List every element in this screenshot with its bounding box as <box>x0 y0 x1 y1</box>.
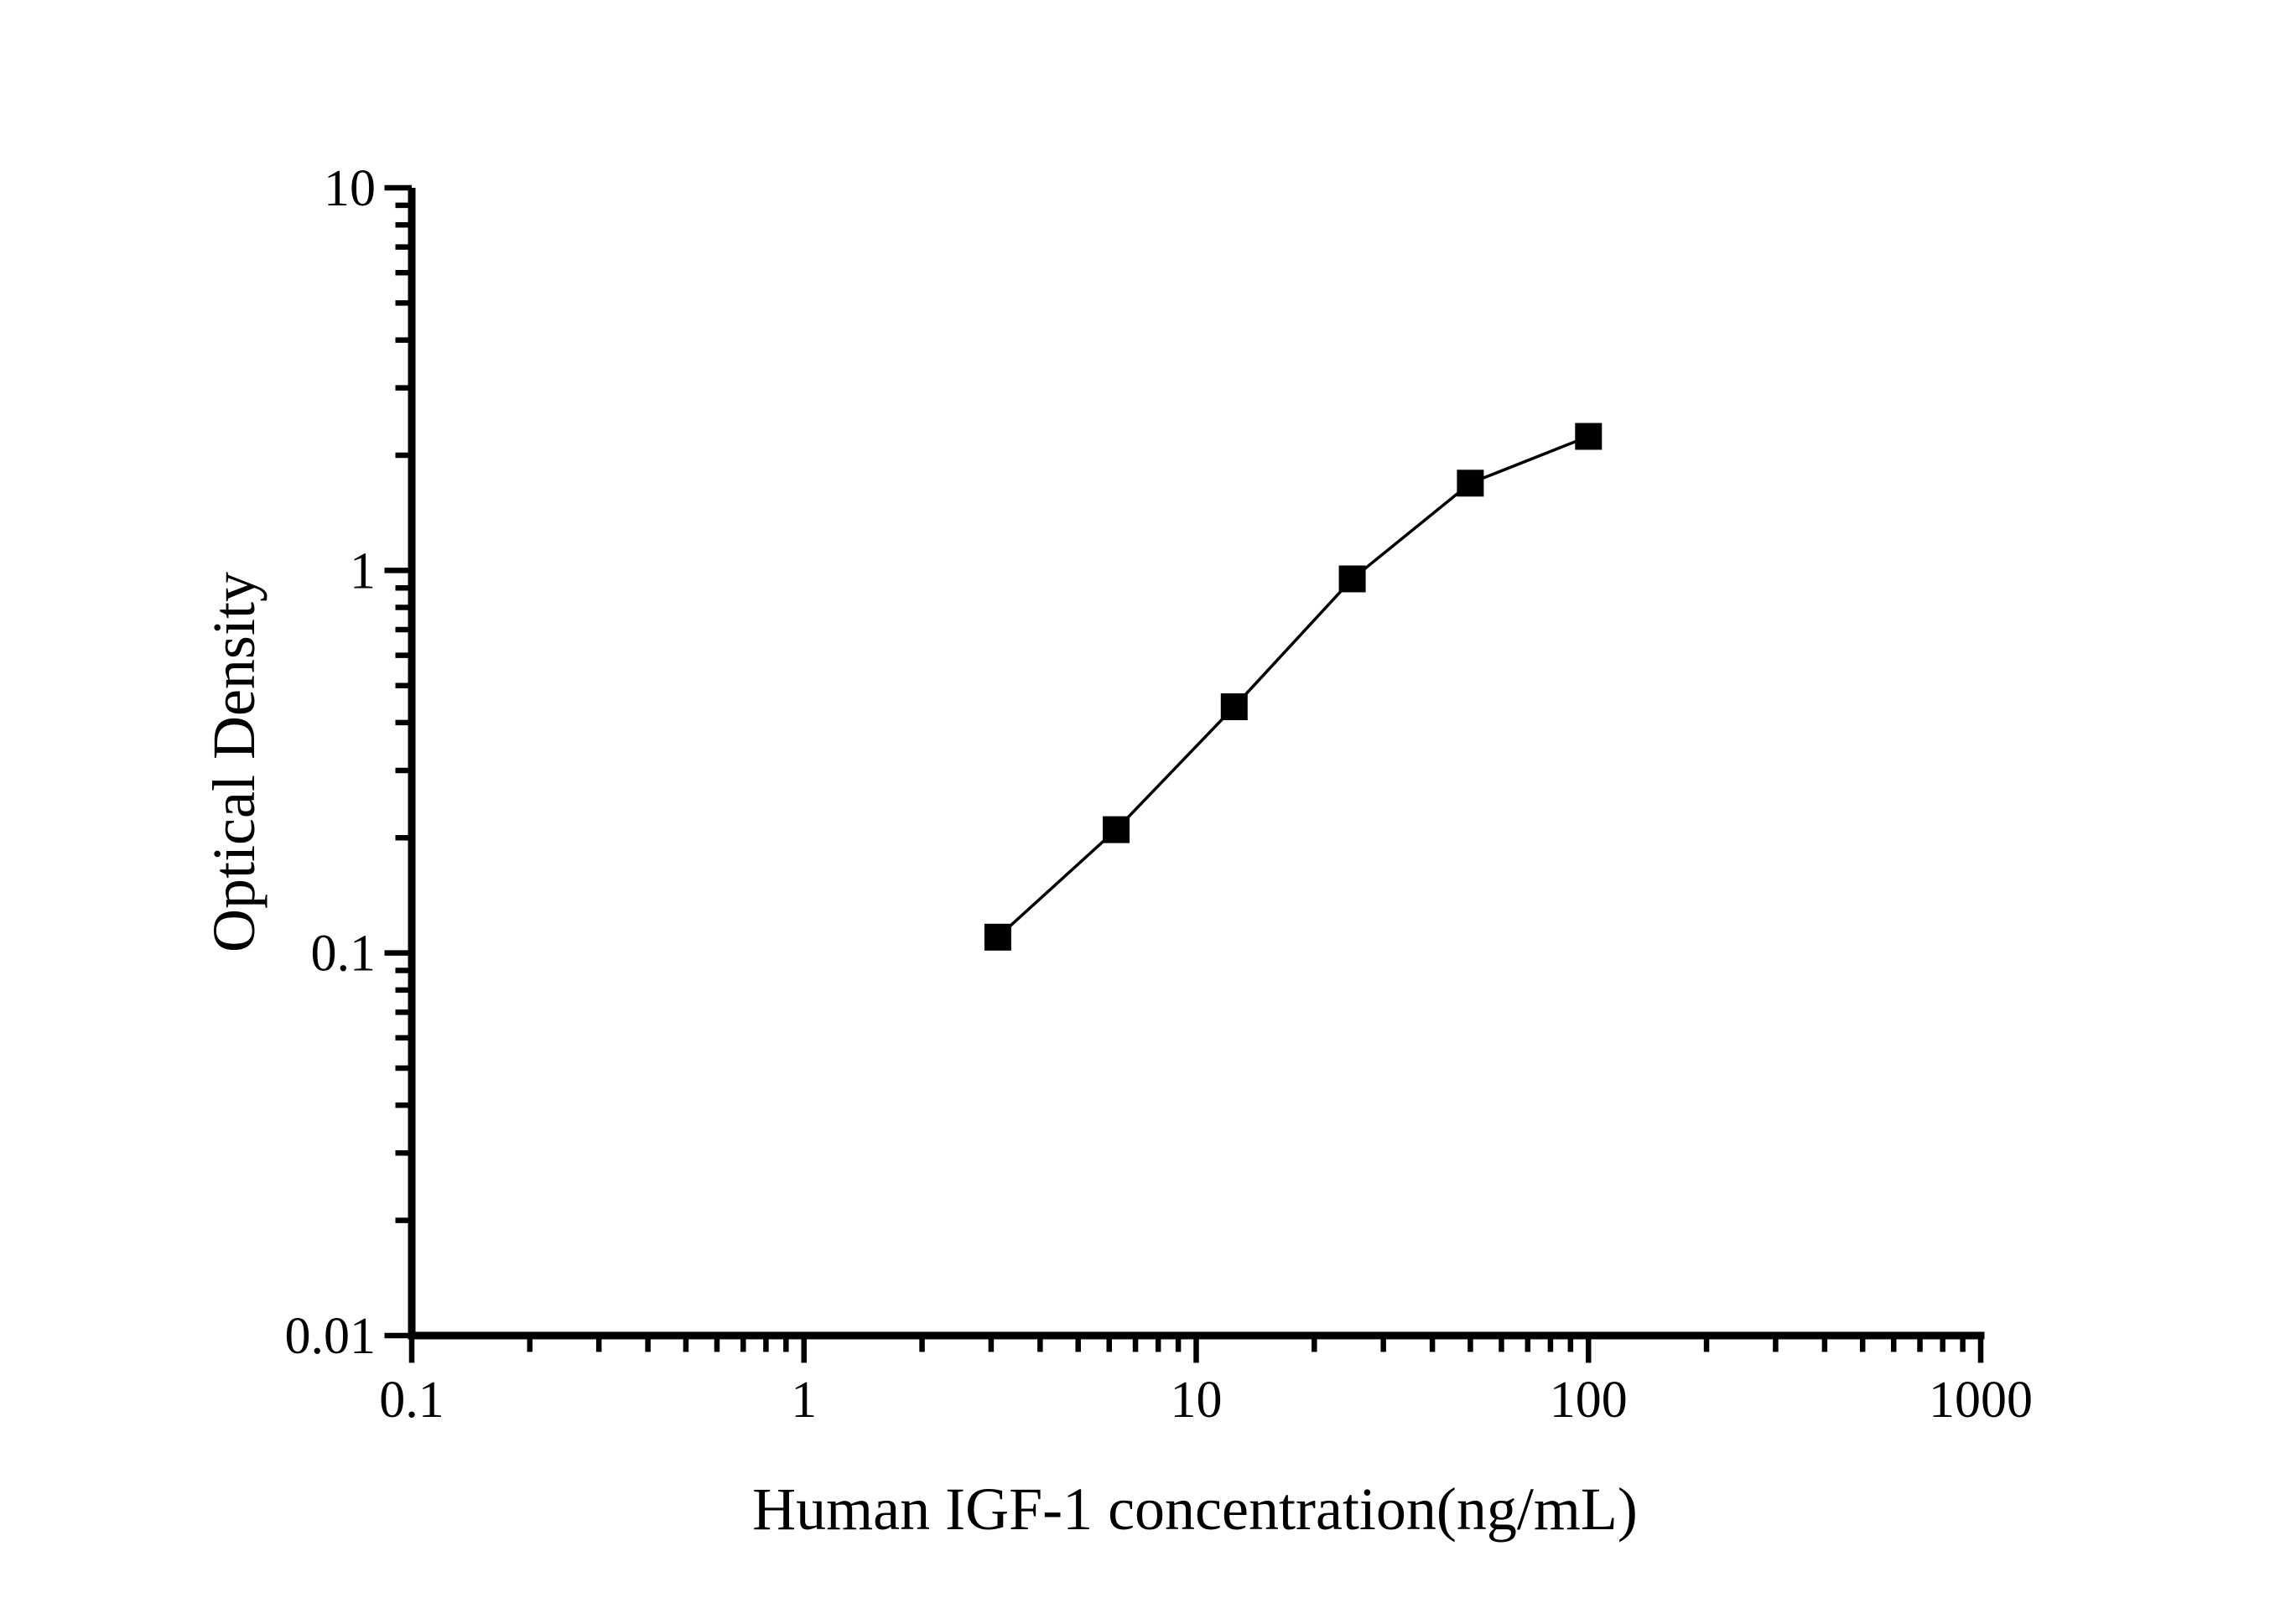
data-point-marker <box>1220 693 1248 720</box>
x-tick-label: 10 <box>1171 1372 1223 1429</box>
x-tick-label: 1000 <box>1929 1372 2033 1429</box>
data-point-marker <box>1575 423 1603 450</box>
x-tick-label: 100 <box>1550 1372 1628 1429</box>
y-tick-label: 1 <box>350 542 376 599</box>
x-axis-title: Human IGF-1 concentration(ng/mL) <box>752 1476 1638 1543</box>
ticks-layer <box>384 184 1984 1363</box>
data-point-marker <box>1457 469 1484 497</box>
data-point-marker <box>1338 565 1366 593</box>
series-layer <box>984 423 1603 951</box>
y-tick-label: 0.01 <box>285 1308 377 1365</box>
x-tick-label: 0.1 <box>379 1372 444 1429</box>
y-tick-label: 0.1 <box>311 926 377 983</box>
y-axis-title: Optical Density <box>200 572 268 952</box>
series-line <box>996 434 1589 939</box>
data-point-marker <box>984 923 1011 951</box>
x-tick-label: 1 <box>791 1372 817 1429</box>
y-tick-label: 10 <box>324 160 376 217</box>
axes-layer <box>408 188 1985 1340</box>
data-point-marker <box>1103 816 1130 843</box>
